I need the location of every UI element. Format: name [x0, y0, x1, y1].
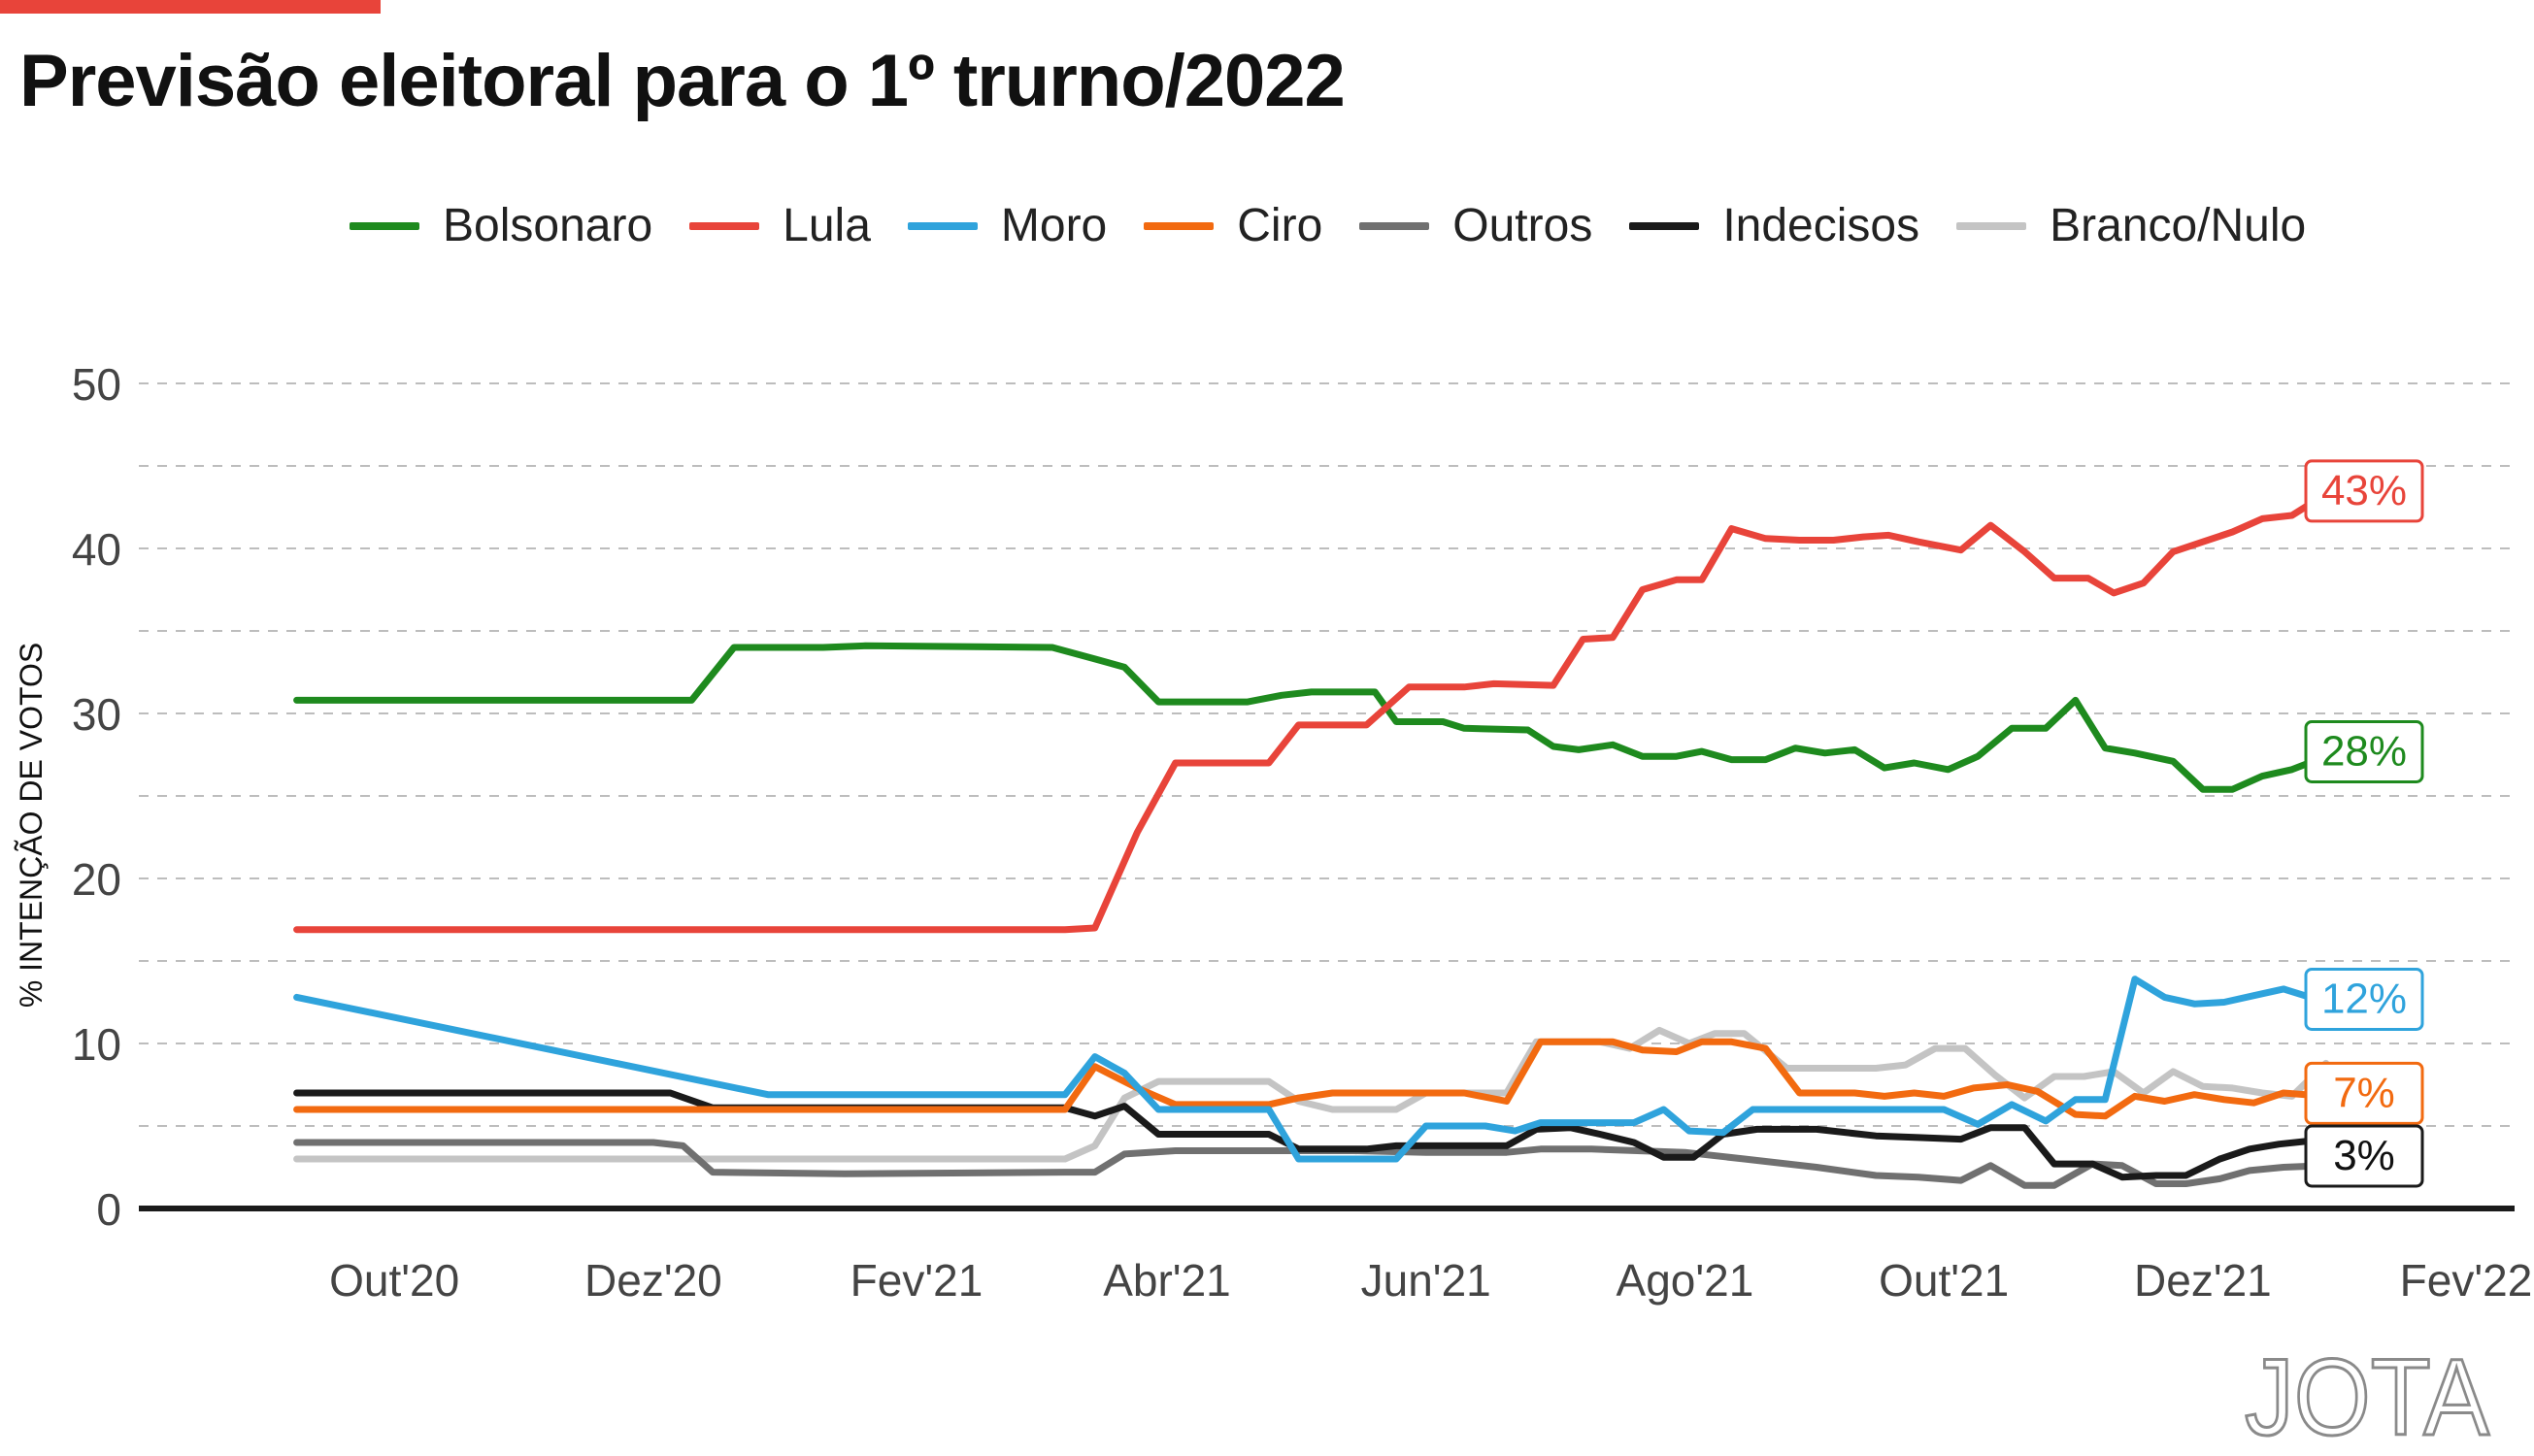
- series-line-ciro: [293, 1038, 2330, 1120]
- legend-swatch: [1629, 221, 1700, 230]
- x-tick-label: Out'21: [1879, 1255, 2009, 1306]
- y-tick-label: 40: [72, 524, 121, 575]
- legend-swatch: [1144, 221, 1215, 230]
- end-label: 28%: [2321, 728, 2407, 776]
- legend-swatch: [1956, 221, 2027, 230]
- end-label: 43%: [2321, 467, 2407, 514]
- legend-label: Bolsonaro: [443, 200, 653, 251]
- series-line-bolsonaro: [293, 642, 2330, 793]
- end-label-box: [2304, 720, 2424, 783]
- legend-swatch: [1359, 221, 1430, 230]
- legend-item: Moro: [907, 199, 1108, 252]
- x-tick-label: Dez'21: [2134, 1255, 2272, 1306]
- legend-swatch: [350, 221, 419, 230]
- logo-text: JOTA: [2245, 1340, 2489, 1446]
- legend-swatch: [689, 221, 760, 230]
- legend-label: Moro: [1000, 200, 1108, 251]
- x-tick-label: Fev'22: [2400, 1255, 2533, 1306]
- series-line-moro: [293, 976, 2330, 1163]
- chart-title: Previsão eleitoral para o 1º trurno/2022: [19, 40, 1346, 122]
- series-line-indecisos: [293, 1089, 2330, 1181]
- accent-bar: [0, 0, 381, 14]
- end-label: 7%: [2333, 1069, 2395, 1116]
- legend-swatch: [907, 221, 978, 230]
- y-tick-label: 30: [72, 689, 121, 740]
- x-tick-label: Ago'21: [1617, 1255, 1754, 1306]
- y-tick-label: 0: [96, 1184, 121, 1235]
- end-label: 12%: [2321, 976, 2407, 1023]
- x-tick-label: Fev'21: [850, 1255, 984, 1306]
- x-tick-label: Jun'21: [1361, 1255, 1491, 1306]
- legend-label: Lula: [783, 200, 871, 251]
- legend-item: Bolsonaro: [350, 199, 652, 252]
- y-tick-label: 20: [72, 854, 121, 905]
- legend-item: Lula: [689, 199, 871, 252]
- y-axis-label: % INTENÇÃO DE VOTOS: [14, 643, 49, 1008]
- series-line-outros: [293, 1139, 2330, 1189]
- end-label-box: [2304, 1124, 2424, 1188]
- series-line-lula: [293, 490, 2330, 934]
- legend-item: Outros: [1359, 199, 1592, 252]
- jota-logo: JOTA: [2244, 1340, 2491, 1446]
- x-tick-label: Dez'20: [584, 1255, 722, 1306]
- legend-item: Branco/Nulo: [1956, 199, 2306, 252]
- y-tick-label: 50: [72, 359, 121, 410]
- legend-item: Ciro: [1144, 199, 1322, 252]
- legend-label: Outros: [1452, 200, 1593, 251]
- legend-item: Indecisos: [1629, 199, 1919, 252]
- legend-label: Branco/Nulo: [2050, 200, 2307, 251]
- end-label: 3%: [2333, 1132, 2395, 1179]
- y-tick-label: 10: [72, 1019, 121, 1070]
- legend-label: Ciro: [1237, 200, 1323, 251]
- legend: Bolsonaro Lula Moro Ciro Outros Indecisos Bran…: [350, 199, 2343, 252]
- legend-label: Indecisos: [1722, 200, 1920, 251]
- end-label-box: [2304, 1061, 2424, 1125]
- end-label-box: [2304, 968, 2424, 1031]
- x-tick-label: Out'20: [329, 1255, 459, 1306]
- series-line-branco-nulo: [293, 1026, 2330, 1163]
- x-tick-label: Abr'21: [1103, 1255, 1231, 1306]
- end-label-box: [2304, 459, 2424, 523]
